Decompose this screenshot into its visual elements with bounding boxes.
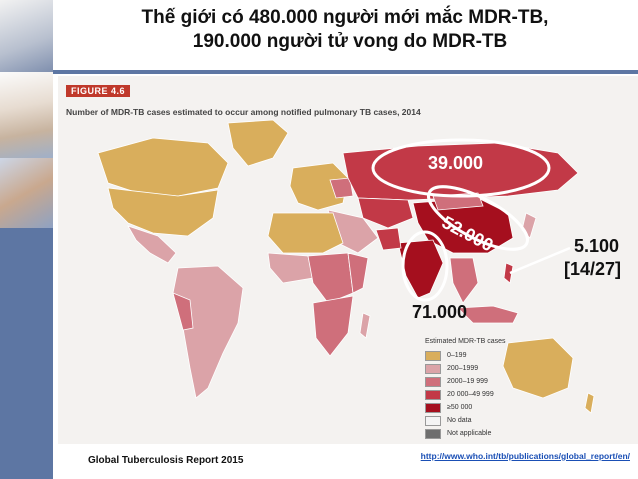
legend-swatch — [425, 363, 441, 374]
highlight-russia — [371, 138, 551, 198]
region-europe — [289, 162, 349, 211]
highlight-india — [401, 230, 449, 302]
region-canada — [97, 137, 229, 197]
region-mexico — [127, 225, 177, 264]
legend-item: 2000–19 999 — [425, 375, 506, 388]
legend-swatch — [425, 415, 441, 426]
figure-caption: Number of MDR-TB cases estimated to occu… — [66, 107, 421, 117]
legend-swatch — [425, 402, 441, 413]
decorative-sidebar — [0, 0, 53, 479]
title-divider — [53, 70, 638, 74]
region-russia — [342, 142, 579, 201]
region-greenland — [227, 119, 289, 167]
legend-item: ≥50 000 — [425, 401, 506, 414]
figure-label: FIGURE 4.6 — [66, 85, 131, 97]
title-line-2: 190.000 người tử vong do MDR-TB — [192, 31, 508, 52]
region-peru — [172, 292, 194, 331]
title-line-1: Thế giới có 480.000 người mới mắc MDR-TB… — [141, 7, 549, 28]
legend-label: 20 000–49 999 — [447, 391, 494, 398]
legend-item: Not applicable — [425, 427, 506, 440]
world-map — [97, 119, 595, 414]
legend-title: Estimated MDR-TB cases — [425, 338, 506, 345]
legend-swatch — [425, 350, 441, 361]
philippines-pointer — [509, 246, 571, 275]
region-japan — [521, 212, 537, 239]
source-caption: Global Tuberculosis Report 2015 — [88, 455, 244, 466]
legend-label: Not applicable — [447, 430, 492, 437]
legend-swatch — [425, 376, 441, 387]
legend-swatch — [425, 389, 441, 400]
region-australia — [502, 337, 574, 399]
legend-label: 200–1999 — [447, 365, 479, 372]
callout-india: 71.000 — [412, 302, 468, 322]
region-south-america — [172, 265, 244, 399]
region-pakistan — [375, 227, 402, 251]
region-central-africa — [307, 252, 354, 304]
photo-lab-worker — [0, 0, 53, 72]
region-south-africa — [312, 295, 354, 357]
callout-rank: [14/27] — [564, 259, 622, 279]
source-link[interactable]: http://www.who.int/tb/publications/globa… — [420, 451, 630, 461]
legend-swatch — [425, 428, 441, 439]
region-madagascar — [359, 312, 371, 339]
slide-title: Thế giới có 480.000 người mới mắc MDR-TB… — [60, 6, 630, 54]
region-usa — [107, 187, 219, 237]
region-ukraine — [329, 177, 354, 199]
region-se-asia — [449, 257, 479, 304]
legend-item: 0–199 — [425, 349, 506, 362]
legend-item: 200–1999 — [425, 362, 506, 375]
legend-label: No data — [447, 417, 472, 424]
legend-label: 0–199 — [447, 352, 467, 359]
region-new-zealand — [584, 392, 595, 414]
region-west-africa — [267, 252, 314, 284]
region-india — [397, 239, 444, 299]
region-east-africa — [347, 252, 369, 294]
region-philippines — [503, 262, 514, 284]
region-north-africa — [267, 212, 344, 254]
map-legend: Estimated MDR-TB cases 0–199 200–1999 20… — [425, 338, 506, 440]
legend-label: 2000–19 999 — [447, 378, 488, 385]
legend-item: No data — [425, 414, 506, 427]
photo-doctor — [0, 72, 53, 158]
legend-label: ≥50 000 — [447, 404, 473, 411]
photo-injection — [0, 158, 53, 228]
region-central-asia — [357, 197, 414, 229]
legend-item: 20 000–49 999 — [425, 388, 506, 401]
region-indonesia — [457, 305, 519, 324]
callout-russia: 39.000 — [428, 153, 484, 173]
highlight-china — [427, 185, 529, 251]
callout-philippines: 5.100 — [574, 236, 620, 256]
